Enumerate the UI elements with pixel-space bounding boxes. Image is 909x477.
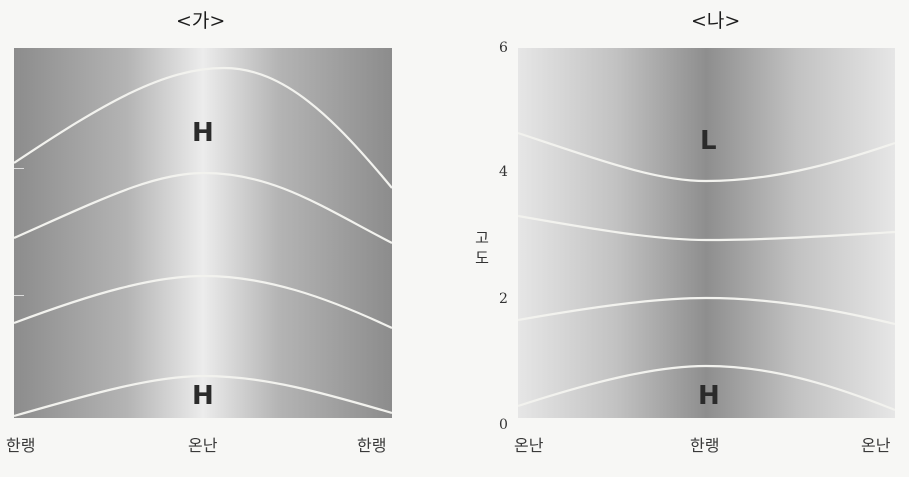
panel-na-top-pressure: L [700, 126, 717, 156]
panel-ga-bottom-pressure: H [192, 381, 214, 411]
panel-ga-xlabel-right: 한랭 [357, 436, 387, 455]
panel-na-title: <나> [691, 10, 741, 32]
panel-ga-xlabel-left: 한랭 [6, 436, 36, 455]
panel-ga-title: <가> [176, 10, 226, 32]
y-tick-4: 4 [499, 164, 508, 180]
panel-na-isobars [518, 131, 895, 412]
y-tick-0: 0 [499, 417, 508, 433]
y-tick-6: 6 [499, 40, 508, 56]
panel-ga-isobars [14, 66, 392, 418]
isobar [14, 374, 392, 418]
panel-na: L H [518, 48, 895, 418]
panel-na-bottom-pressure: H [698, 381, 720, 411]
isobar [518, 364, 895, 412]
edge-tick [14, 168, 24, 169]
panel-na-xlabel-right: 온난 [861, 436, 891, 455]
isobar [14, 274, 392, 329]
panel-na-xlabel-left: 온난 [514, 436, 544, 455]
isobar [14, 66, 392, 189]
isobar [518, 131, 895, 183]
y-tick-2: 2 [499, 291, 508, 307]
edge-tick [14, 295, 24, 296]
isobar [14, 171, 392, 244]
panel-na-xlabel-center: 한랭 [690, 436, 720, 455]
panel-ga: H H [14, 48, 392, 418]
panel-ga-xlabel-center: 온난 [188, 436, 218, 455]
isobar [518, 214, 895, 242]
panel-ga-top-pressure: H [192, 118, 214, 148]
isobar [518, 296, 895, 326]
